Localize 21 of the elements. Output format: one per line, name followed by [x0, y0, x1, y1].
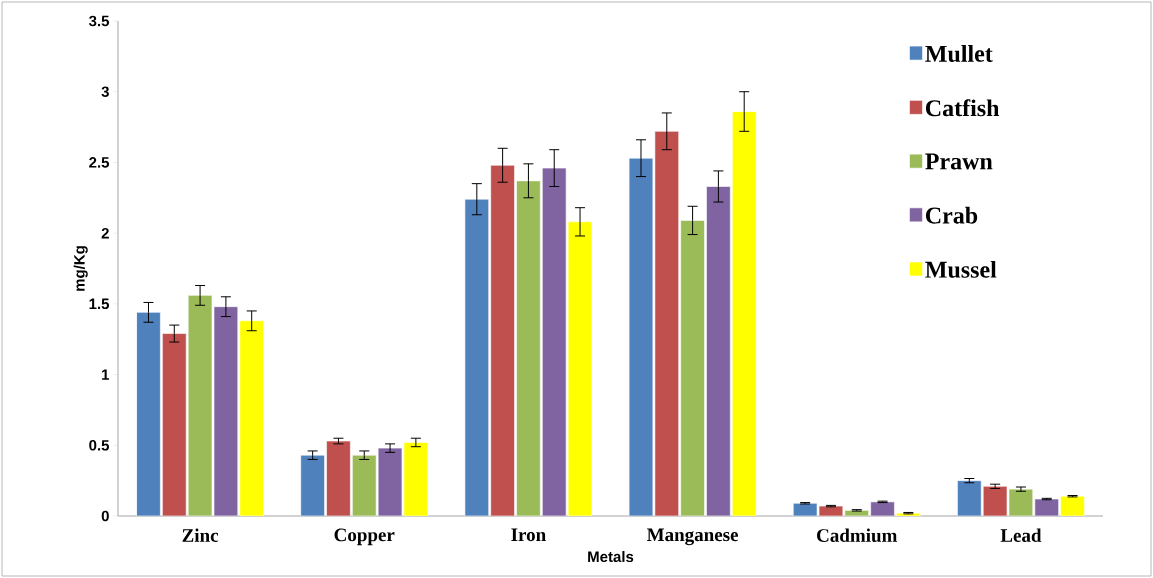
y-tick-label: 2: [101, 227, 109, 239]
x-tick-label: Cadmium: [817, 528, 898, 542]
x-axis-title: Metals: [588, 551, 634, 563]
y-tick-label: 1: [102, 369, 110, 380]
y-tick-label: 3: [101, 86, 109, 98]
legend-label: Mullet: [925, 44, 993, 62]
legend-label: Prawn: [925, 153, 993, 170]
legend-label: Catfish: [925, 99, 1000, 117]
x-tick-label: Copper: [334, 528, 395, 546]
x-tick-label: Manganese: [647, 528, 738, 546]
y-tick-label: 1.5: [89, 298, 110, 310]
legend-label: Crab: [925, 206, 978, 224]
legend-label: Mussel: [925, 260, 997, 278]
y-tick-label: 0.5: [89, 439, 110, 451]
y-tick-label: 0: [101, 510, 109, 522]
y-tick-label: 2.5: [89, 157, 110, 168]
y-tick-label: 3.5: [88, 15, 110, 27]
x-tick-label: Iron: [511, 528, 546, 542]
x-tick-label: Zinc: [182, 528, 219, 542]
y-axis-title: mg/Kg: [73, 246, 88, 291]
x-tick-label: Lead: [1000, 528, 1042, 542]
